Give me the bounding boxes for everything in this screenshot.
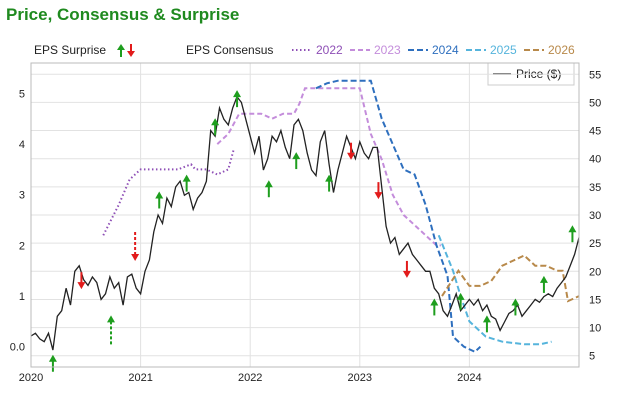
surprise-up-arrow [568, 225, 577, 243]
y-right-tick-label: 15 [589, 294, 601, 306]
arrow-head [539, 275, 548, 283]
arrow-head [77, 282, 86, 290]
x-tick-label: 2024 [457, 372, 481, 384]
surprise-down-arrow [131, 232, 140, 262]
y-left-tick-label: 0.0 [10, 342, 25, 354]
y-left-tick-label: 2 [19, 240, 25, 252]
x-tick-label: 2023 [348, 372, 372, 384]
y-left-tick-label: 4 [19, 139, 25, 151]
surprise-up-arrow [264, 180, 273, 198]
consensus-line-2025 [437, 234, 552, 346]
legend-label-2023: 2023 [374, 43, 401, 57]
arrow-head [430, 298, 439, 306]
arrow-head [292, 152, 301, 160]
y-right-tick-label: 50 [589, 97, 601, 109]
arrow-head [264, 180, 273, 188]
surprise-arrows [48, 90, 577, 372]
x-tick-label: 2022 [238, 372, 262, 384]
surprise-down-arrow [77, 272, 86, 290]
arrow-head [511, 298, 520, 306]
consensus-lines [102, 79, 580, 353]
price-line [30, 95, 580, 351]
arrow-head [568, 225, 577, 233]
y-right-tick-label: 35 [589, 182, 601, 194]
surprise-up-arrow [456, 292, 465, 310]
y-right-tick-label: 5 [589, 351, 595, 363]
surprise-up-arrow [182, 174, 191, 192]
legend-label-2025: 2025 [490, 43, 517, 57]
surprise-up-arrow [233, 90, 242, 108]
plot-frame [30, 62, 580, 368]
surprise-up-arrow [48, 354, 57, 372]
legend: EPS Surprise EPS Consensus 2022 2023 2024 2… [34, 43, 575, 86]
legend-eps-surprise-label: EPS Surprise [34, 43, 106, 57]
arrow-head [131, 254, 140, 262]
chart-title: Price, Consensus & Surprise [6, 5, 239, 24]
surprise-down-arrow [347, 142, 356, 160]
arrow-head [456, 292, 465, 300]
consensus-line-2023 [216, 87, 441, 247]
consensus-line-2024 [315, 79, 482, 353]
y-right-tick-label: 40 [589, 154, 601, 166]
surprise-up-arrow [211, 118, 220, 136]
arrow-head [107, 315, 116, 323]
y-right-tick-label: 55 [589, 69, 601, 81]
legend-up-arrow-icon [117, 44, 125, 57]
arrow-head [233, 90, 242, 98]
y-right-tick-label: 10 [589, 323, 601, 335]
legend-label-2022: 2022 [316, 43, 343, 57]
y-left-tick-label: 3 [19, 190, 25, 202]
surprise-up-arrow [511, 298, 520, 316]
legend-series-group: 2022 2023 2024 2025 2026 [292, 43, 575, 57]
arrow-head [48, 354, 57, 362]
surprise-up-arrow [107, 315, 116, 345]
x-tick-label: 2021 [128, 372, 152, 384]
legend-eps-consensus-label: EPS Consensus [186, 43, 273, 57]
surprise-up-arrow [325, 174, 334, 192]
surprise-down-arrow [402, 260, 411, 278]
legend-label-2024: 2024 [432, 43, 459, 57]
arrow-head [325, 174, 334, 182]
surprise-up-arrow [430, 298, 439, 316]
y-right-tick-label: 25 [589, 238, 601, 250]
consensus-line-2022 [102, 148, 235, 236]
arrow-head [402, 270, 411, 278]
legend-label-2026: 2026 [548, 43, 575, 57]
y-right-tick-label: 30 [589, 210, 601, 222]
consensus-line-2026 [441, 254, 580, 303]
surprise-up-arrow [539, 275, 548, 293]
surprise-down-arrow [374, 182, 383, 200]
price-series-line [30, 95, 580, 351]
arrow-head [182, 174, 191, 182]
arrow-head [347, 152, 356, 160]
y-left-tick-label: 1 [19, 291, 25, 303]
y-right-tick-label: 20 [589, 266, 601, 278]
arrow-head [211, 118, 220, 126]
surprise-up-arrow [482, 315, 491, 333]
surprise-up-arrow [292, 152, 301, 170]
y-right-tick-label: 45 [589, 126, 601, 138]
arrow-head [482, 315, 491, 323]
axes: 2020 2021 2022 2023 202451015202530354045505… [10, 69, 602, 384]
y-left-tick-label: 5 [19, 88, 25, 100]
x-tick-label: 2020 [19, 372, 43, 384]
arrow-head [155, 191, 164, 199]
legend-down-arrow-icon [127, 44, 135, 57]
arrow-head [374, 192, 383, 200]
surprise-up-arrow [155, 191, 164, 209]
